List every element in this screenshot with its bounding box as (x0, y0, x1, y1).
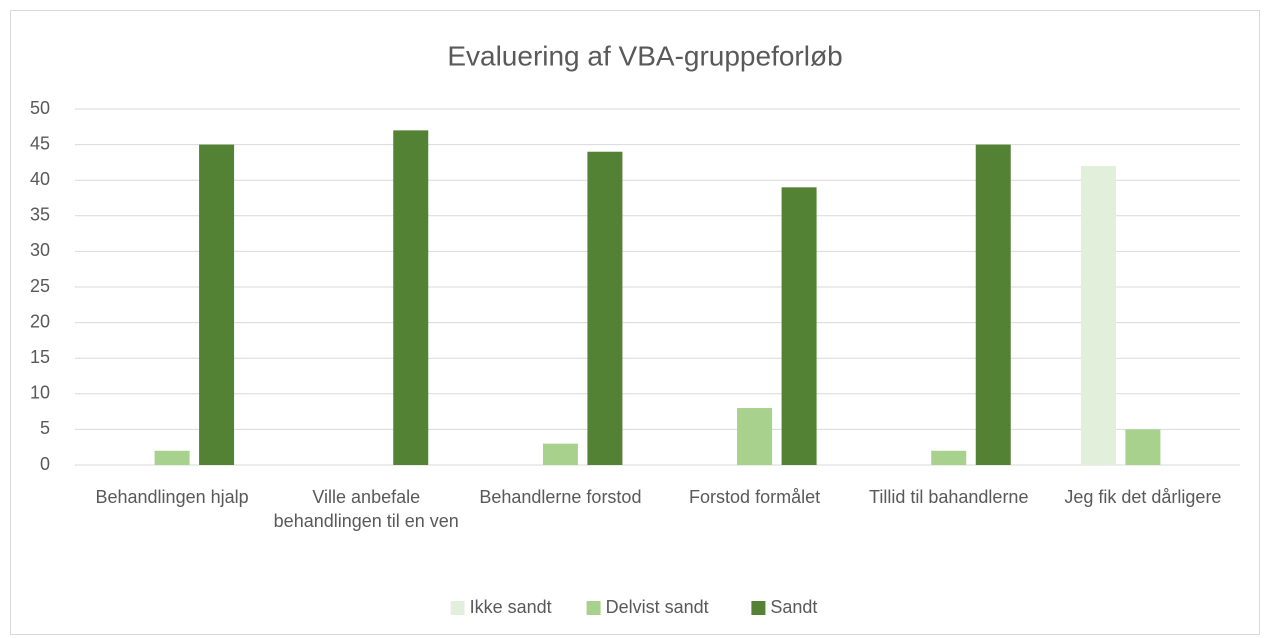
y-tick-label: 50 (30, 98, 50, 118)
bar (1125, 429, 1161, 465)
y-tick-label: 10 (30, 383, 50, 403)
y-tick-label: 25 (30, 276, 50, 296)
legend-swatch (751, 601, 766, 615)
bar (542, 443, 578, 465)
y-tick-label: 35 (30, 205, 50, 225)
legend-label: Delvist sandt (606, 597, 709, 617)
bar (199, 144, 235, 465)
y-tick-label: 15 (30, 347, 50, 367)
y-tick-label: 5 (40, 418, 50, 438)
x-tick-label: Behandlerne forstod (479, 487, 642, 507)
legend-swatch (450, 601, 465, 615)
x-tick-label: Forstod formålet (689, 487, 821, 507)
x-tick-label: Tillid til bahandlerne (869, 487, 1029, 507)
legend-label: Sandt (770, 597, 817, 617)
legend-swatch (586, 601, 601, 615)
y-tick-label: 0 (40, 454, 50, 474)
x-tick-label: Ville anbefale behandlingen til en ven (273, 487, 459, 531)
bar (781, 187, 817, 465)
bar (1080, 165, 1116, 465)
x-tick-label: Behandlingen hjalp (95, 487, 249, 507)
bar (975, 144, 1011, 465)
y-tick-label: 45 (30, 133, 50, 153)
bar (587, 151, 623, 465)
legend-label: Ikke sandt (470, 597, 552, 617)
chart-title: Evaluering af VBA-gruppeforløb (447, 40, 842, 71)
bar (737, 408, 773, 465)
x-tick-label: Jeg fik det dårligere (1064, 487, 1222, 507)
bar (154, 450, 190, 465)
y-tick-label: 20 (30, 311, 50, 331)
y-tick-label: 40 (30, 169, 50, 189)
bar (393, 130, 429, 466)
y-tick-label: 30 (30, 240, 50, 260)
bar (931, 450, 967, 465)
